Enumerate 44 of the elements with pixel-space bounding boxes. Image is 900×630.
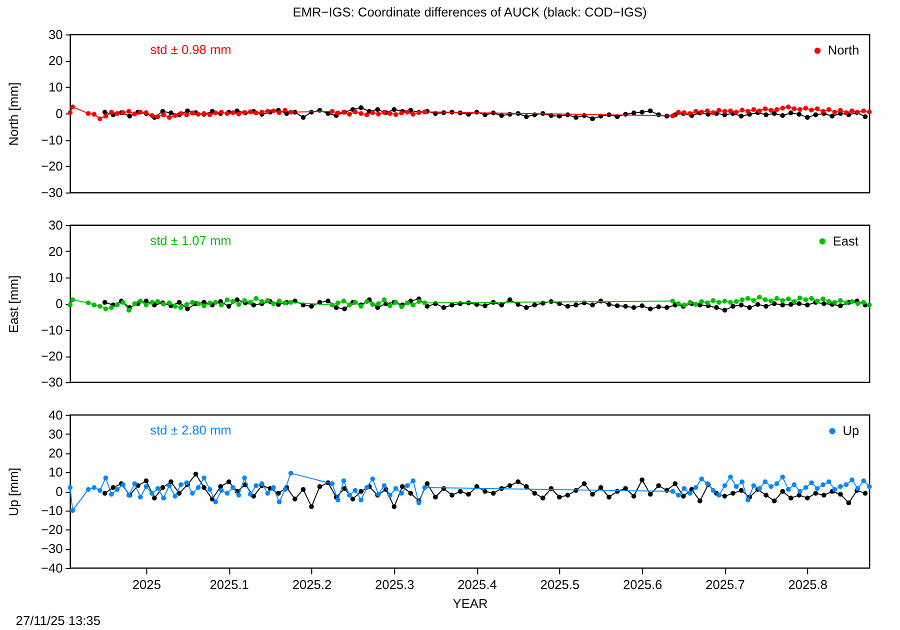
y-tick-label: 0 — [56, 296, 63, 312]
y-tick-label: −10 — [40, 322, 63, 338]
y-tick-label: 30 — [48, 218, 63, 233]
y-axis-title: Up [mm] — [6, 468, 22, 516]
y-axis-title: East [mm] — [6, 275, 22, 334]
y-tick-label: 20 — [48, 53, 63, 68]
y-tick-label: −10 — [40, 502, 63, 518]
x-tick-label: 2025.2 — [292, 577, 332, 592]
legend-label: North — [828, 42, 860, 58]
text: 27/11/25 13:35 — [16, 613, 100, 628]
y-tick-label: 10 — [48, 270, 63, 285]
x-axis-title: YEAR — [452, 596, 488, 611]
x-tick-label: 2025.7 — [706, 577, 745, 592]
y-tick-label: 10 — [48, 464, 63, 480]
legend-label: Up — [842, 423, 860, 438]
y-tick-label: 40 — [48, 407, 63, 422]
y-tick-label: −10 — [40, 132, 63, 148]
y-tick-label: 0 — [56, 484, 63, 499]
y-tick-label: −20 — [40, 522, 63, 538]
y-tick-label: 0 — [56, 106, 63, 121]
y-tick-label: 20 — [48, 446, 63, 461]
legend-label: East — [832, 233, 859, 248]
chart-title: EMR−IGS: Coordinate differences of AUCK (black: COD−IGS) — [292, 4, 647, 20]
y-tick-label: −30 — [40, 541, 63, 556]
annotation: std ± 1.07 mm — [150, 232, 232, 248]
y-tick-label: −40 — [40, 560, 63, 576]
x-tick-label: 2025.1 — [210, 577, 249, 592]
y-axis-title: North [mm] — [6, 82, 22, 146]
annotation: std ± 2.80 mm — [150, 422, 232, 438]
y-tick-label: −30 — [40, 184, 63, 200]
y-tick-label: 30 — [48, 26, 63, 42]
y-tick-label: 20 — [48, 244, 63, 259]
y-tick-label: −20 — [40, 158, 63, 174]
y-tick-label: −30 — [40, 374, 63, 390]
x-tick-label: 2025 — [132, 577, 161, 592]
x-tick-label: 2025.6 — [622, 577, 662, 592]
y-tick-label: 10 — [48, 80, 63, 95]
x-tick-label: 2025.4 — [458, 577, 497, 592]
y-tick-label: −20 — [40, 348, 63, 364]
y-tick-label: 30 — [48, 426, 63, 442]
x-tick-label: 2025.8 — [788, 577, 828, 592]
annotation: std ± 0.98 mm — [150, 42, 232, 58]
x-tick-label: 2025.3 — [375, 577, 414, 592]
x-tick-label: 2025.5 — [540, 577, 580, 592]
